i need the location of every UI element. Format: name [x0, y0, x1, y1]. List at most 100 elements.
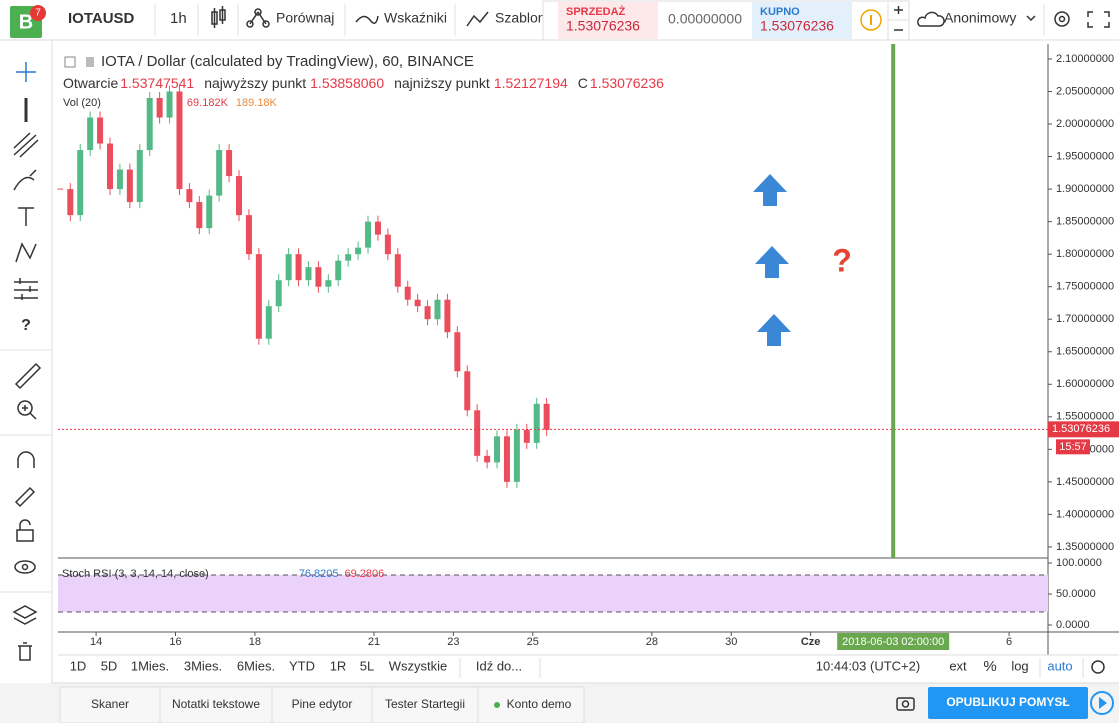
candle-body	[474, 410, 481, 456]
range-bar: 1D 5D 1Mies. 3Mies. 6Mies. YTD 1R 5L Wszystkie Id…	[70, 658, 541, 678]
label: Vol (20)	[63, 97, 101, 109]
fullscreen-icon[interactable]	[1087, 11, 1110, 28]
lock-tool[interactable]	[16, 529, 34, 542]
candle-body	[156, 98, 163, 118]
x-tick-label: 14	[90, 636, 102, 648]
range-button[interactable]: 1Mies.	[131, 658, 169, 673]
candle-body	[176, 91, 183, 190]
compare[interactable]: Porównaj	[276, 10, 334, 26]
text-tool[interactable]	[18, 207, 34, 226]
tab[interactable]	[59, 686, 161, 723]
value: 189.18K	[236, 97, 278, 109]
candle-body	[245, 215, 252, 255]
candle-body	[166, 91, 173, 118]
legend-title: IOTA / Dollar (calculated by TradingView…	[101, 53, 474, 70]
candle-body	[305, 267, 312, 281]
prediction-tool[interactable]	[14, 278, 38, 300]
zoom-tool[interactable]	[17, 400, 33, 416]
candle-body	[454, 332, 461, 372]
range-button[interactable]: 6Mies.	[237, 658, 275, 673]
y-tick-label: 2.00000000	[1056, 118, 1114, 130]
visibility-tool[interactable]	[14, 560, 36, 574]
goto-button[interactable]: Idź do...	[476, 658, 522, 673]
template-icon[interactable]	[466, 11, 489, 27]
sell-button[interactable]	[558, 2, 658, 39]
y-tick-label: 0.0000	[1056, 619, 1090, 631]
user[interactable]: Anonimowy	[944, 10, 1016, 26]
collapse-icon[interactable]	[64, 56, 76, 68]
publish-button[interactable]	[928, 687, 1088, 719]
chart-style-icon[interactable]	[211, 6, 226, 28]
interval[interactable]: 1h	[170, 10, 187, 27]
candle-body	[87, 117, 94, 151]
y-tick-label: 1.70000000	[1056, 313, 1114, 325]
ext-toggle[interactable]: ext	[949, 658, 967, 673]
log-toggle[interactable]: log	[1011, 658, 1028, 673]
play-button[interactable]	[1090, 691, 1114, 715]
indicators-icon[interactable]	[355, 15, 379, 24]
lock-draw-tool[interactable]	[14, 486, 36, 508]
help-icon[interactable]: ?	[21, 317, 31, 334]
range-button[interactable]: 3Mies.	[184, 658, 222, 673]
pattern-tool[interactable]	[15, 242, 37, 263]
value: 1.52127194	[494, 75, 568, 91]
candle-body	[424, 306, 431, 320]
buy-button[interactable]	[752, 2, 852, 39]
candle-body	[523, 429, 530, 443]
x-tick-label: 30	[725, 636, 737, 648]
candle-body	[513, 429, 520, 482]
candle-body	[444, 299, 451, 333]
crosshair-tool[interactable]	[16, 62, 36, 82]
candle-body	[206, 195, 213, 229]
layers-tool[interactable]	[12, 605, 38, 625]
brush-tool[interactable]	[13, 169, 37, 191]
symbol[interactable]: IOTAUSD	[68, 10, 135, 27]
y-tick-label: 1.55000000	[1056, 411, 1114, 423]
sell-price: 1.53076236	[566, 18, 640, 34]
y-tick-label: 50.0000	[1056, 588, 1096, 600]
trash-tool[interactable]	[18, 642, 32, 661]
y-tick-label: 1.85000000	[1056, 216, 1114, 228]
range-button[interactable]: Wszystkie	[389, 658, 448, 673]
settings-icon[interactable]	[1054, 11, 1070, 27]
candle-body	[464, 371, 471, 411]
indicators[interactable]: Wskaźniki	[384, 10, 447, 26]
stoch-k: 76.8205	[299, 568, 339, 580]
range-button[interactable]: YTD	[289, 658, 315, 673]
info-icon[interactable]	[860, 9, 882, 31]
candle-body	[226, 150, 233, 177]
candle-body	[186, 189, 193, 203]
tab[interactable]	[271, 686, 373, 723]
settings-icon[interactable]	[1091, 660, 1105, 674]
compare-icon[interactable]	[246, 8, 270, 28]
legend-volume: Vol (20) 69.182K 189.18K	[63, 97, 278, 109]
ruler-tool[interactable]	[14, 362, 42, 390]
x-tick-label: 18	[249, 636, 261, 648]
tab[interactable]	[159, 686, 273, 723]
tab-label: Konto demo	[507, 697, 572, 711]
y-tick-label: 2.05000000	[1056, 85, 1114, 97]
candle-body	[543, 403, 550, 430]
plus-minus[interactable]	[894, 6, 903, 31]
magnet-tool[interactable]	[17, 451, 35, 468]
candle-body	[315, 267, 322, 287]
value: 69.182K	[187, 97, 229, 109]
range-button[interactable]: 1D	[70, 658, 87, 673]
template[interactable]: Szablon	[495, 10, 546, 26]
snapshot-icon[interactable]	[896, 697, 915, 711]
badge	[30, 5, 46, 21]
candle-body	[275, 280, 282, 307]
range-button[interactable]: 5L	[360, 658, 374, 673]
candle-body	[255, 254, 262, 339]
countdown: 15:57	[1059, 441, 1087, 453]
range-button[interactable]: 5D	[101, 658, 118, 673]
pitchfork-tool[interactable]	[13, 132, 39, 158]
candle-body	[285, 254, 292, 281]
auto-toggle[interactable]: auto	[1047, 658, 1072, 673]
percent-toggle[interactable]: %	[983, 658, 996, 675]
dropdown[interactable]	[1026, 15, 1036, 22]
crosshair-label: 2018-06-03 02:00:00	[842, 636, 944, 648]
last-price-label: 1.53076236	[1052, 423, 1110, 435]
range-button[interactable]: 1R	[330, 658, 347, 673]
